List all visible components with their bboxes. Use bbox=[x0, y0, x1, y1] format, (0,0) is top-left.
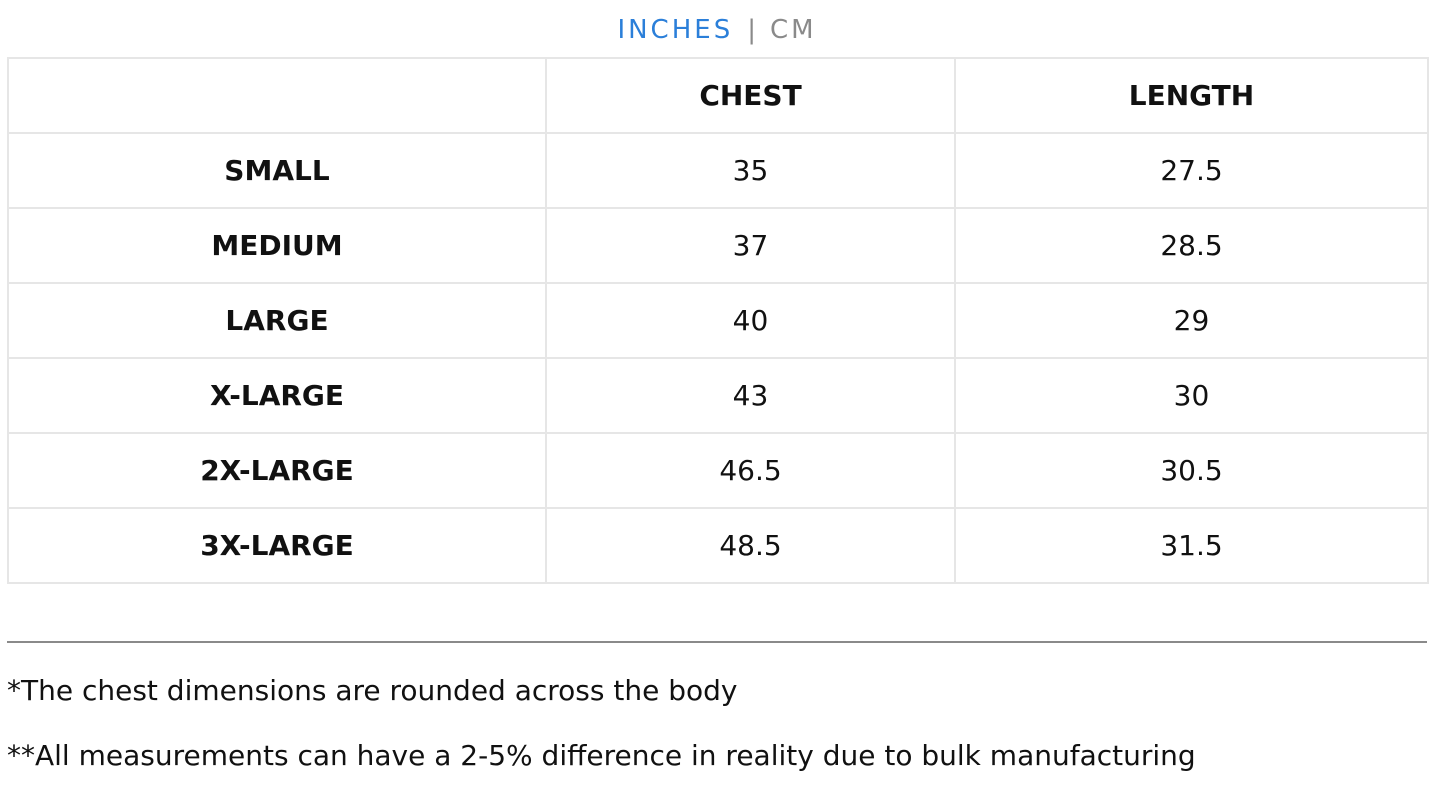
chest-value: 46.5 bbox=[545, 432, 956, 509]
header-chest: CHEST bbox=[545, 57, 956, 134]
chest-value: 48.5 bbox=[545, 507, 956, 584]
size-label: SMALL bbox=[7, 132, 547, 209]
divider bbox=[7, 641, 1427, 643]
size-label: X-LARGE bbox=[7, 357, 547, 434]
unit-cm-tab[interactable]: CM bbox=[769, 15, 817, 45]
size-label: MEDIUM bbox=[7, 207, 547, 284]
length-value: 30.5 bbox=[954, 432, 1429, 509]
size-label: LARGE bbox=[7, 282, 547, 359]
table-header-row: CHEST LENGTH bbox=[7, 57, 1429, 134]
chest-value: 37 bbox=[545, 207, 956, 284]
length-value: 28.5 bbox=[954, 207, 1429, 284]
length-value: 27.5 bbox=[954, 132, 1429, 209]
chest-value: 40 bbox=[545, 282, 956, 359]
length-value: 30 bbox=[954, 357, 1429, 434]
header-size bbox=[7, 57, 547, 134]
table-row: 2X-LARGE 46.5 30.5 bbox=[7, 432, 1429, 509]
size-label: 2X-LARGE bbox=[7, 432, 547, 509]
note-measurement-variance: **All measurements can have a 2-5% diffe… bbox=[7, 739, 1196, 772]
size-chart-table: CHEST LENGTH SMALL 35 27.5 MEDIUM 37 28.… bbox=[7, 57, 1429, 584]
header-length: LENGTH bbox=[954, 57, 1429, 134]
note-chest-dimensions: *The chest dimensions are rounded across… bbox=[7, 674, 738, 707]
unit-separator: | bbox=[747, 15, 756, 45]
chest-value: 43 bbox=[545, 357, 956, 434]
table-row: MEDIUM 37 28.5 bbox=[7, 207, 1429, 284]
chest-value: 35 bbox=[545, 132, 956, 209]
table-row: X-LARGE 43 30 bbox=[7, 357, 1429, 434]
table-row: 3X-LARGE 48.5 31.5 bbox=[7, 507, 1429, 584]
unit-inches-tab[interactable]: INCHES bbox=[617, 15, 734, 45]
size-label: 3X-LARGE bbox=[7, 507, 547, 584]
length-value: 31.5 bbox=[954, 507, 1429, 584]
unit-toggle: INCHES | CM bbox=[0, 12, 1434, 48]
length-value: 29 bbox=[954, 282, 1429, 359]
table-row: SMALL 35 27.5 bbox=[7, 132, 1429, 209]
table-row: LARGE 40 29 bbox=[7, 282, 1429, 359]
